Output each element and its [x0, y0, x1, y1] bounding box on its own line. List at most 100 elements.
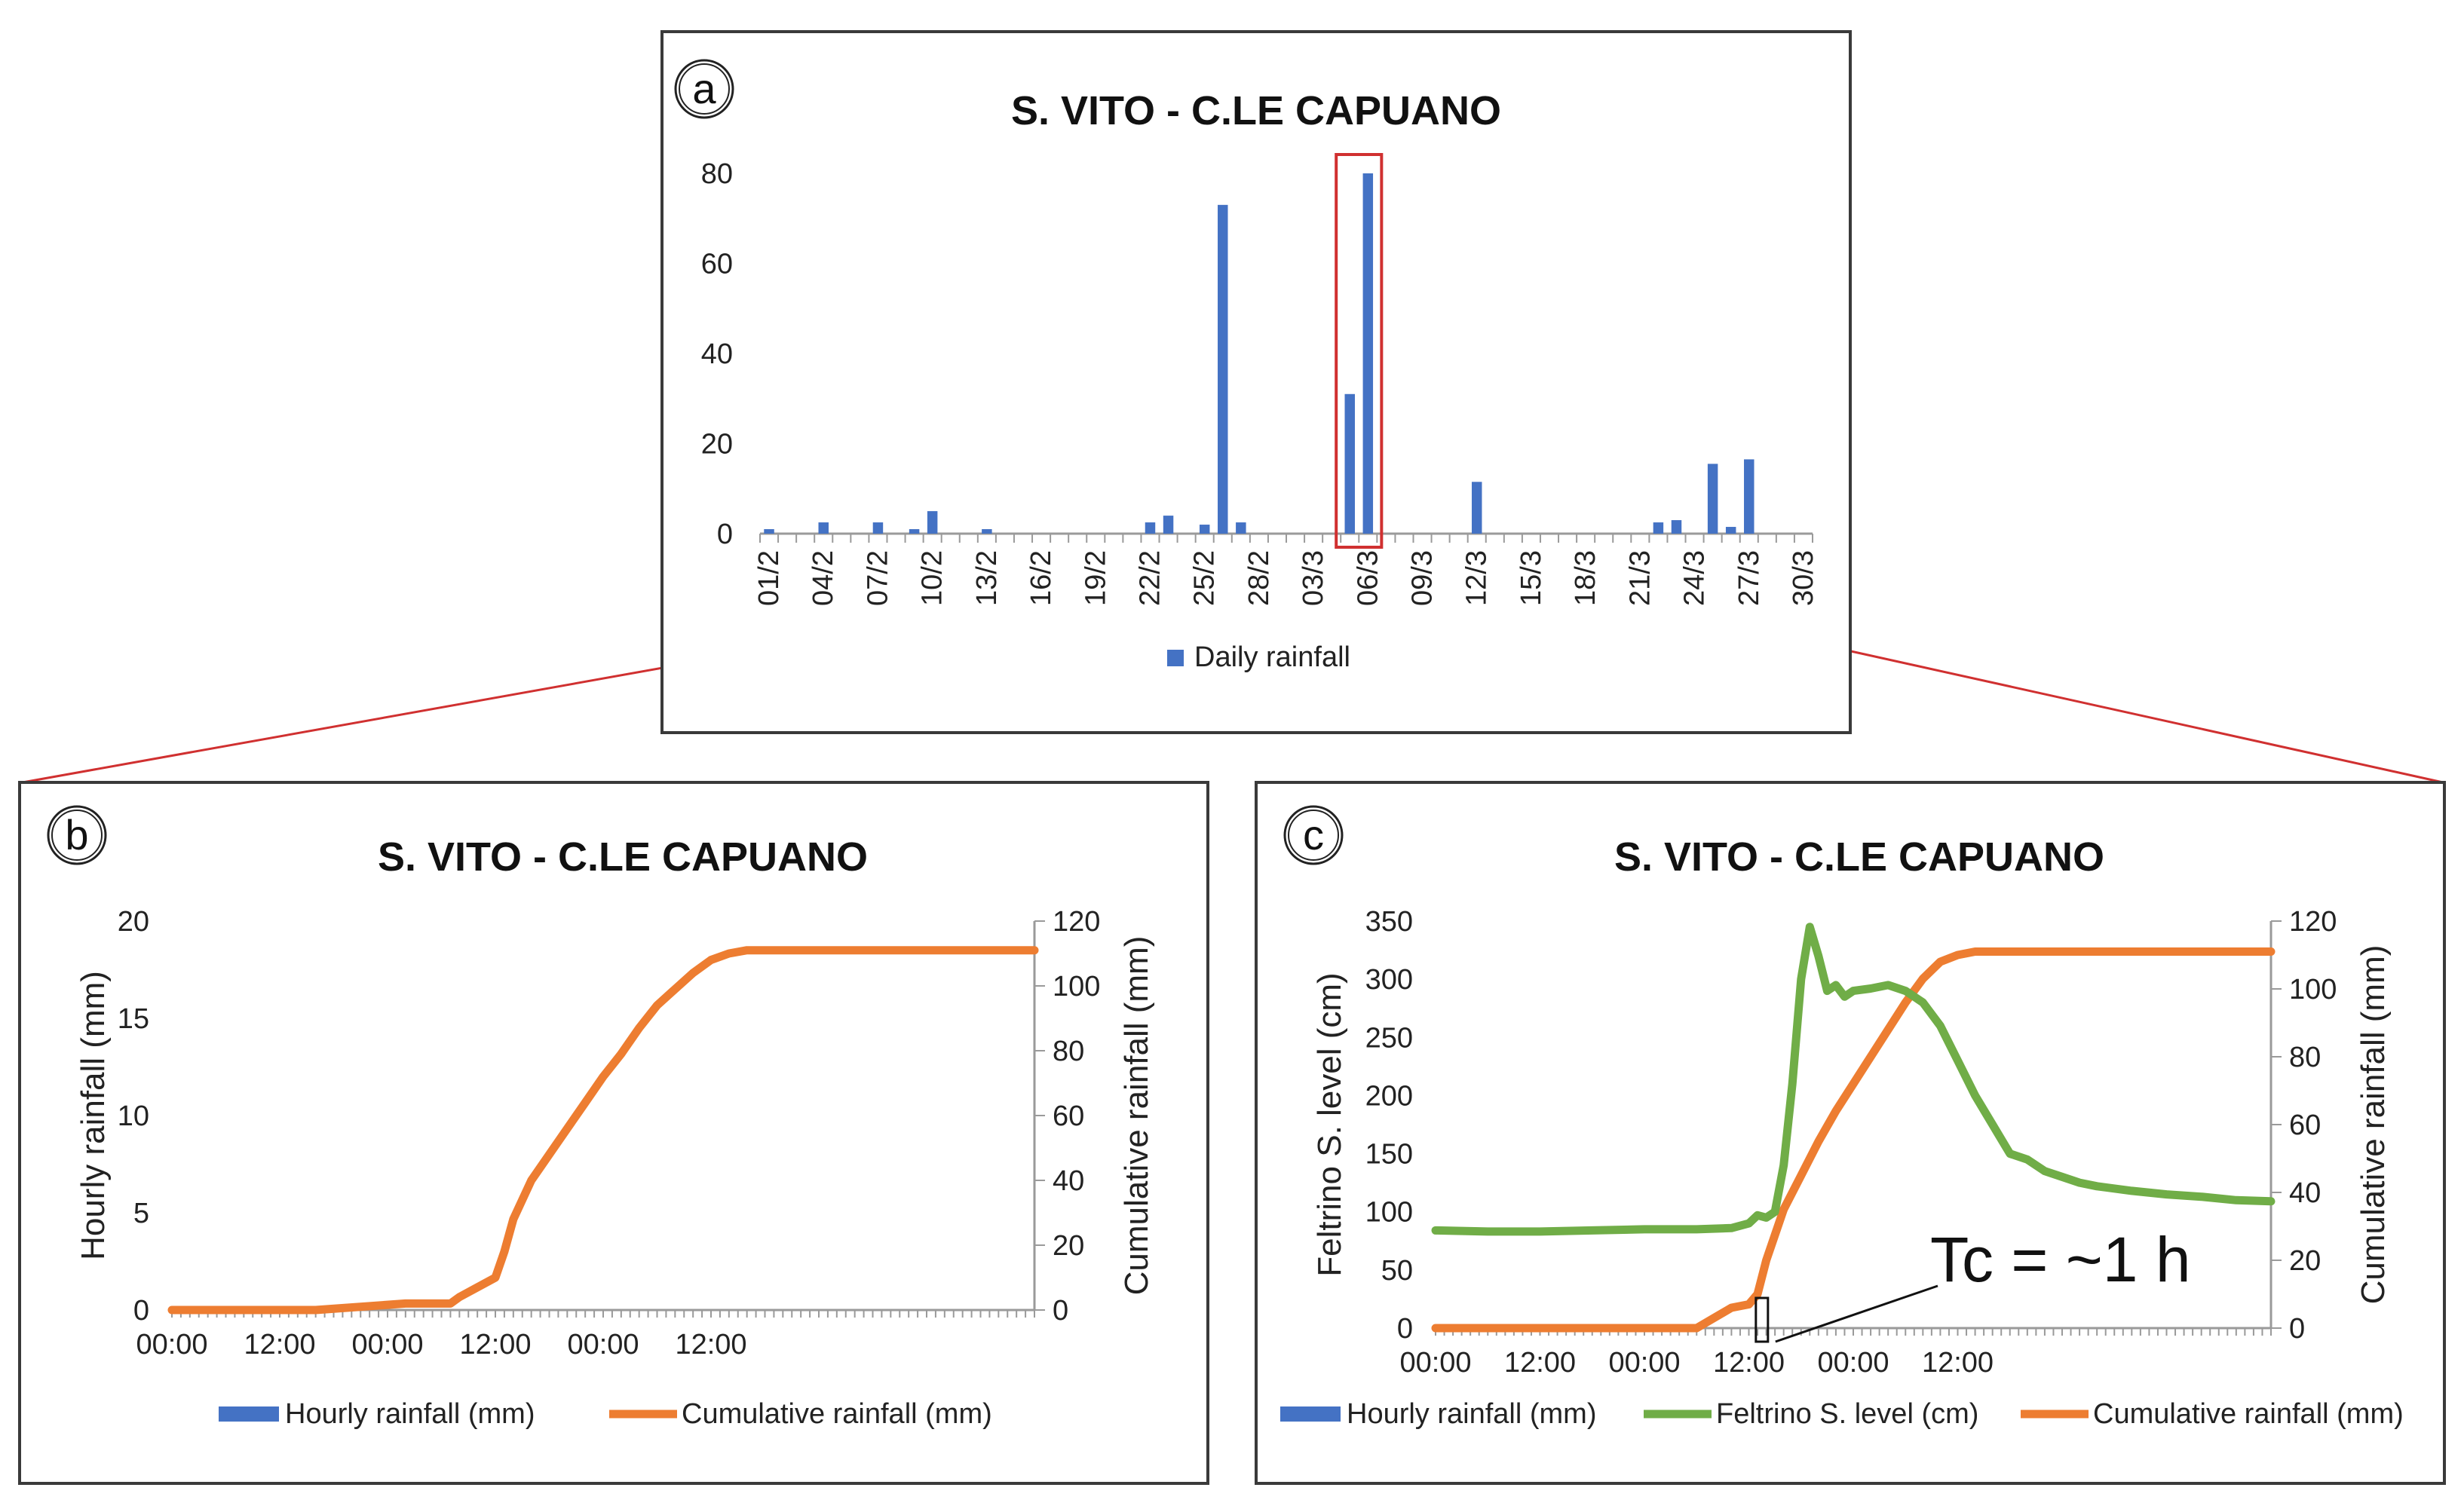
x-tick-label: 12:00	[244, 1329, 315, 1361]
panel-label-ring-inner	[679, 63, 730, 115]
chart-title: S. VITO - C.LE CAPUANO	[1614, 834, 2104, 880]
bar-daily-rainfall	[1471, 482, 1482, 534]
y2-tick-label: 20	[2289, 1245, 2321, 1277]
y-tick-label: 0	[1397, 1313, 1413, 1345]
x-tick-label: 28/2	[1243, 550, 1275, 606]
bar-daily-rainfall	[818, 522, 829, 534]
x-tick-label: 04/2	[808, 550, 839, 606]
bar-daily-rainfall	[1671, 520, 1682, 534]
x-tick-label: 22/2	[1134, 550, 1166, 606]
x-tick-label: 00:00	[351, 1329, 423, 1361]
y2-axis-title: Cumulative rainfall (mm)	[1118, 936, 1155, 1296]
bar-daily-rainfall	[1362, 173, 1374, 534]
y2-tick-label: 80	[2289, 1042, 2321, 1073]
y2-tick-label: 100	[1053, 971, 1100, 1002]
y2-tick-label: 0	[2289, 1313, 2305, 1345]
y-tick-label: 20	[118, 906, 149, 938]
legend-hourly-rainfall-label: Hourly rainfall (mm)	[285, 1398, 535, 1430]
y-tick-label: 40	[701, 338, 733, 370]
panel-c: c S. VITO - C.LE CAPUANO05010015020025030…	[1280, 805, 2404, 1430]
bar-daily-rainfall	[927, 511, 938, 534]
tc-bracket	[1755, 1296, 1770, 1343]
bar-daily-rainfall	[1653, 522, 1664, 534]
panel-b-frame	[18, 781, 1209, 1485]
bar-daily-rainfall	[1725, 527, 1736, 534]
x-tick-label: 12:00	[459, 1329, 531, 1361]
x-tick-label: 06/3	[1352, 550, 1384, 606]
y-tick-label: 200	[1365, 1080, 1413, 1112]
x-tick-label: 10/2	[917, 550, 949, 606]
y-tick-label: 50	[1381, 1255, 1413, 1287]
x-tick-label: 00:00	[1399, 1347, 1471, 1379]
y2-tick-label: 40	[2289, 1177, 2321, 1209]
bar-daily-rainfall	[1199, 525, 1210, 534]
y-tick-label: 60	[701, 249, 733, 280]
y2-tick-label: 0	[1053, 1295, 1068, 1327]
panel-label-ring	[47, 805, 107, 865]
x-tick-label: 12:00	[675, 1329, 746, 1361]
panel-a-frame	[660, 30, 1852, 734]
bar-daily-rainfall	[1218, 204, 1228, 534]
bar-daily-rainfall	[982, 529, 992, 534]
x-tick-label: 30/3	[1788, 550, 1819, 606]
bar-daily-rainfall	[872, 522, 884, 534]
bar-daily-rainfall	[1344, 393, 1355, 534]
bar-daily-rainfall	[1236, 522, 1246, 534]
y-tick-label: 300	[1365, 964, 1413, 996]
y-tick-label: 0	[133, 1295, 149, 1327]
line-cumulative-rainfall	[1431, 947, 2276, 1333]
x-tick-label: 12/3	[1461, 550, 1493, 606]
panel-label-ring	[674, 59, 734, 119]
panel-label: b	[65, 811, 88, 859]
x-tick-label: 25/2	[1189, 550, 1221, 606]
panel-label-ring-inner	[51, 810, 103, 861]
legend-label-daily-rainfall: Daily rainfall	[1194, 641, 1350, 673]
y2-tick-label: 60	[1053, 1100, 1084, 1132]
x-tick-label: 09/3	[1407, 550, 1439, 606]
y-tick-label: 250	[1365, 1022, 1413, 1054]
bar-daily-rainfall	[1163, 516, 1174, 534]
y-axis-title: Hourly rainfall (mm)	[75, 971, 112, 1260]
x-tick-label: 19/2	[1080, 550, 1111, 606]
x-tick-label: 12:00	[1713, 1347, 1785, 1379]
bar-daily-rainfall	[764, 529, 774, 534]
panel-a: a S. VITO - C.LE CAPUANO 0 20 40 60 80 01/2 04/2…	[674, 59, 1819, 673]
x-tick-label: 03/3	[1298, 550, 1329, 606]
chart-title: S. VITO - C.LE CAPUANO	[378, 834, 868, 880]
y2-tick-label: 100	[2289, 974, 2337, 1005]
y-tick-label: 20	[701, 429, 733, 461]
y2-tick-label: 60	[2289, 1110, 2321, 1141]
y-axis-title: Feltrino S. level (cm)	[1311, 972, 1348, 1276]
x-tick-label: 24/3	[1679, 550, 1711, 606]
x-tick-label: 12:00	[1504, 1347, 1576, 1379]
y2-tick-label: 120	[2289, 906, 2337, 938]
y-tick-label: 350	[1365, 906, 1413, 938]
x-tick-label: 01/2	[753, 550, 785, 606]
tc-arrow	[1775, 1284, 1938, 1343]
line-feltrino-level	[1431, 923, 2276, 1236]
legend-hourly-rainfall-swatch	[219, 1406, 279, 1422]
y2-axis-title: Cumulative rainfall (mm)	[2355, 945, 2392, 1305]
x-tick-label: 00:00	[1608, 1347, 1680, 1379]
y2-tick-label: 20	[1053, 1230, 1084, 1262]
tc-annotation: Tc = ~1 h	[1930, 1224, 2191, 1295]
x-tick-label: 12:00	[1922, 1347, 1994, 1379]
bar-daily-rainfall	[909, 529, 920, 534]
x-tick-label: 16/2	[1025, 550, 1057, 606]
legend-hourly-rainfall-swatch	[1280, 1406, 1341, 1422]
panel-label-ring-inner	[1288, 810, 1339, 861]
y2-tick-label: 120	[1053, 906, 1100, 938]
panel-label: c	[1303, 811, 1324, 859]
x-tick-label: 15/3	[1515, 550, 1547, 606]
legend-hourly-rainfall-label: Hourly rainfall (mm)	[1347, 1398, 1596, 1430]
chart-title: S. VITO - C.LE CAPUANO	[1011, 88, 1501, 133]
legend-feltrino-level-label: Feltrino S. level (cm)	[1716, 1398, 1978, 1430]
x-tick-label: 21/3	[1624, 550, 1656, 606]
x-tick-label: 13/2	[971, 550, 1003, 606]
y-tick-label: 0	[717, 519, 733, 550]
y2-tick-label: 40	[1053, 1165, 1084, 1197]
x-tick-label: 00:00	[1817, 1347, 1889, 1379]
legend-swatch-daily-rainfall	[1167, 650, 1184, 666]
x-tick-label: 07/2	[862, 550, 893, 606]
